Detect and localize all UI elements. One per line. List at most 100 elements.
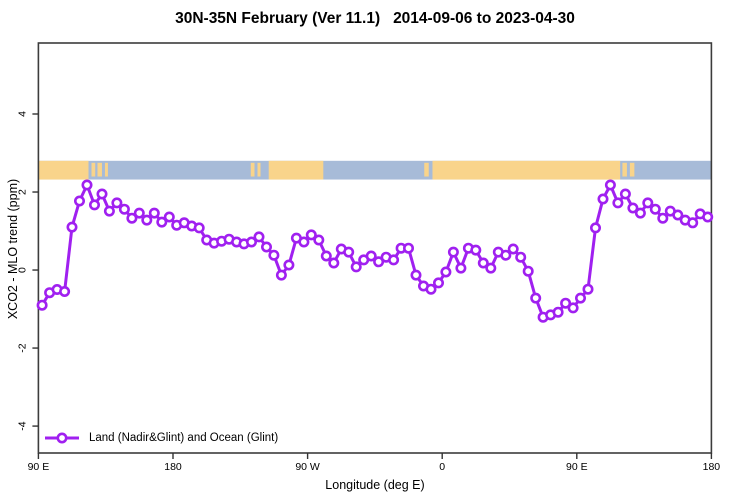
data-point-marker [313, 234, 325, 246]
data-point-marker [552, 306, 564, 318]
data-point-marker [530, 292, 542, 304]
data-point-marker [320, 250, 332, 262]
data-point-marker [126, 212, 138, 224]
island-patch [97, 162, 102, 177]
island-patch [257, 162, 261, 177]
data-point-marker [410, 269, 422, 281]
x-tick-label: 180 [703, 461, 721, 473]
y-tick-label: -2 [16, 343, 28, 352]
data-point-marker [627, 202, 639, 214]
land-segment [432, 160, 621, 180]
data-point-marker [485, 262, 497, 274]
data-point-marker [507, 243, 519, 255]
land-ocean-strip [38, 160, 712, 180]
data-point-marker [687, 217, 699, 229]
x-tick-label: 90 E [566, 461, 588, 473]
data-point-marker [470, 244, 482, 256]
data-point-marker [612, 197, 624, 209]
chart-title: 30N-35N February (Ver 11.1) 2014-09-06 t… [175, 10, 575, 27]
data-point-marker [133, 207, 145, 219]
x-tick-label: 180 [164, 461, 182, 473]
data-series [36, 179, 714, 323]
data-point-marker [89, 199, 101, 211]
plot-border [37, 42, 713, 454]
island-patch [629, 162, 635, 177]
y-axis: 4 2 0 -2 -4 [16, 111, 39, 431]
data-point-marker [118, 203, 130, 215]
data-point-marker [634, 207, 646, 219]
data-point-marker [283, 259, 295, 271]
data-point-marker [522, 265, 534, 277]
x-axis-title: Longitude (deg E) [325, 478, 425, 492]
data-point-marker [260, 241, 272, 253]
data-point-marker [328, 257, 340, 269]
data-point-marker [447, 246, 459, 258]
data-point-marker [477, 257, 489, 269]
data-point-marker [66, 221, 78, 233]
legend: Land (Nadir&Glint) and Ocean (Glint) [44, 429, 278, 446]
island-patch [250, 162, 255, 177]
y-tick-label: 2 [16, 189, 28, 195]
data-point-marker [36, 299, 48, 311]
data-point-marker [268, 249, 280, 261]
data-point-marker [574, 292, 586, 304]
data-point-marker [74, 195, 86, 207]
y-tick-label: 0 [16, 267, 28, 273]
data-point-marker [253, 231, 265, 243]
data-point-marker [500, 249, 512, 261]
island-patch [622, 162, 627, 177]
data-point-marker [365, 250, 377, 262]
data-point-marker [156, 216, 168, 228]
x-tick-label: 90 E [28, 461, 50, 473]
data-point-marker [657, 212, 669, 224]
data-point-marker [141, 214, 153, 226]
land-segment [38, 160, 89, 180]
land-segment [268, 160, 324, 180]
data-point-marker [343, 246, 355, 258]
data-point-marker [702, 211, 714, 223]
data-point-marker [193, 222, 205, 234]
data-point-marker [672, 209, 684, 221]
y-axis-title: XCO2 - MLO trend (ppm) [6, 178, 20, 320]
data-point-marker [604, 179, 616, 191]
data-point-marker [649, 203, 661, 215]
x-tick-label: 0 [439, 461, 445, 473]
data-point-marker [275, 269, 287, 281]
series-line [40, 183, 710, 319]
legend-line-marker-icon [45, 432, 79, 443]
legend-label: Land (Nadir&Glint) and Ocean (Glint) [89, 431, 279, 444]
data-point-marker [582, 283, 594, 295]
x-tick-label: 90 W [295, 461, 320, 473]
data-point-marker [402, 242, 414, 254]
y-tick-label: 4 [16, 111, 28, 117]
data-point-marker [373, 256, 385, 268]
data-point-marker [388, 254, 400, 266]
data-point-marker [425, 283, 437, 295]
data-point-marker [440, 266, 452, 278]
data-point-marker [298, 236, 310, 248]
data-point-marker [567, 302, 579, 314]
data-point-marker [246, 236, 258, 248]
data-point-marker [560, 297, 572, 309]
island-patch [424, 162, 429, 177]
data-point-marker [619, 188, 631, 200]
data-point-marker [148, 207, 160, 219]
y-tick-label: -4 [16, 421, 28, 430]
data-point-marker [59, 285, 71, 297]
island-patch [104, 162, 108, 177]
data-point-marker [515, 251, 527, 263]
data-point-marker [350, 261, 362, 273]
data-point-marker [597, 193, 609, 205]
data-point-marker [589, 222, 601, 234]
data-point-marker [81, 179, 93, 191]
data-point-marker [111, 197, 123, 209]
island-patch [91, 162, 96, 177]
data-point-marker [103, 205, 115, 217]
data-point-marker [642, 197, 654, 209]
data-point-marker [432, 277, 444, 289]
data-point-marker [163, 211, 175, 223]
data-point-marker [305, 229, 317, 241]
data-point-marker [455, 262, 467, 274]
